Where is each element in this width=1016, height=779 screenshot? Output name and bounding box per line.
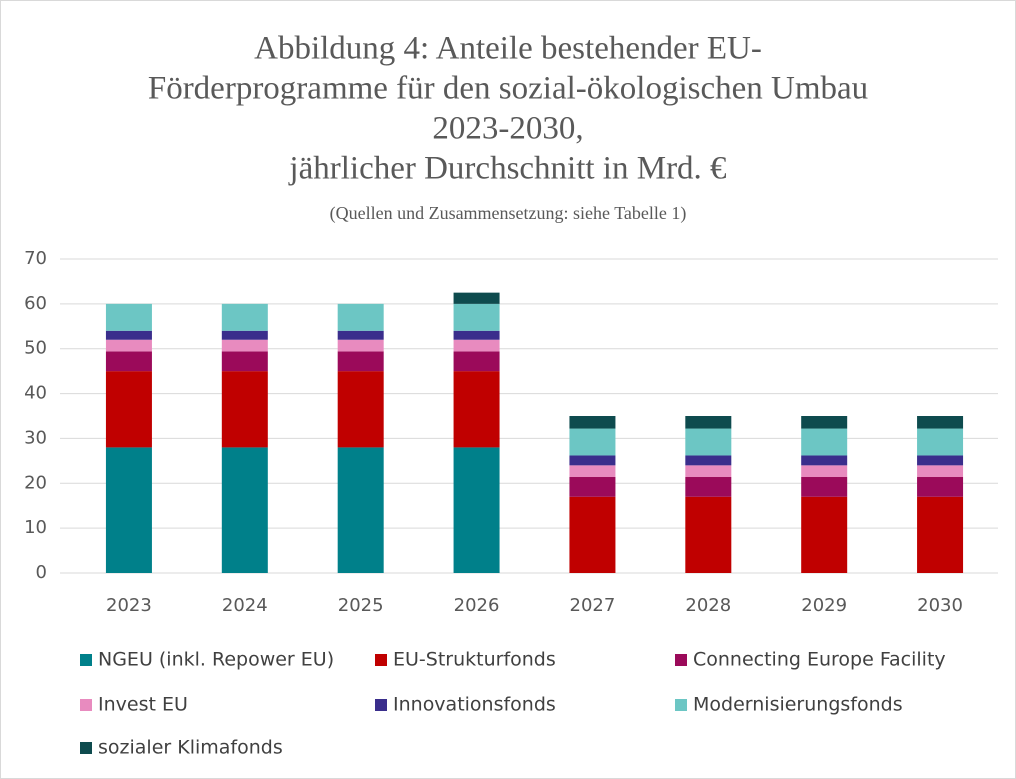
bar-segment (917, 455, 964, 466)
bar-segment (337, 351, 384, 372)
y-tick-label: 60 (24, 293, 47, 314)
bar-segment (337, 371, 384, 448)
bar-segment (685, 496, 732, 573)
chart-title: jährlicher Durchschnitt in Mrd. € (288, 151, 726, 187)
bar-segment (105, 447, 152, 573)
bar-segment (337, 339, 384, 352)
bar-segment (453, 339, 500, 352)
legend-swatch (675, 699, 687, 711)
bar-segment (917, 477, 964, 497)
x-tick-label: 2025 (338, 595, 384, 616)
x-tick-label: 2026 (454, 595, 500, 616)
y-tick-label: 30 (24, 427, 47, 448)
x-tick-label: 2029 (801, 595, 847, 616)
bar-segment (917, 465, 964, 478)
bar-segment (801, 455, 848, 466)
legend-swatch (80, 742, 92, 754)
y-tick-label: 0 (36, 562, 47, 583)
y-tick-label: 10 (24, 517, 47, 538)
bar-segment (221, 303, 268, 331)
bar-segment (917, 416, 964, 429)
chart-title: Abbildung 4: Anteile bestehender EU- (254, 31, 762, 67)
bar-segment (917, 496, 964, 573)
bar-segment (685, 416, 732, 429)
bar-segment (453, 351, 500, 372)
legend-swatch (80, 654, 92, 666)
bar-segment (453, 292, 500, 304)
bar-segment (801, 416, 848, 429)
bar-segment (569, 428, 616, 456)
x-tick-label: 2030 (917, 595, 963, 616)
bar-segment (569, 416, 616, 429)
bar-segment (801, 465, 848, 478)
legend-label: EU-Strukturfonds (393, 649, 556, 671)
bar-segment (221, 371, 268, 448)
y-tick-label: 50 (24, 338, 47, 359)
bar-segment (801, 477, 848, 497)
chart-subtitle: (Quellen und Zusammensetzung: siehe Tabe… (330, 203, 687, 224)
bar-segment (685, 455, 732, 466)
bar-segment (221, 339, 268, 352)
x-tick-label: 2024 (222, 595, 268, 616)
x-tick-label: 2028 (685, 595, 731, 616)
bar-segment (453, 371, 500, 448)
legend-swatch (375, 699, 387, 711)
bar-segment (221, 330, 268, 340)
legend-label: Innovationsfonds (393, 694, 556, 716)
x-tick-label: 2027 (570, 595, 616, 616)
chart-title: Förderprogramme für den sozial-ökologisc… (148, 71, 868, 107)
bar-segment (337, 303, 384, 331)
bar-segment (221, 447, 268, 573)
legend-label: Connecting Europe Facility (693, 649, 946, 671)
bar-segment (453, 447, 500, 573)
legend-label: NGEU (inkl. Repower EU) (98, 649, 334, 671)
bar-segment (337, 447, 384, 573)
legend-swatch (80, 699, 92, 711)
y-tick-label: 20 (24, 472, 47, 493)
legend-swatch (375, 654, 387, 666)
bar-segment (917, 428, 964, 456)
y-tick-label: 40 (24, 383, 47, 404)
x-tick-label: 2023 (106, 595, 152, 616)
bar-segment (569, 496, 616, 573)
bar-segment (569, 465, 616, 478)
legend-swatch (675, 654, 687, 666)
bar-segment (569, 455, 616, 466)
bar-segment (221, 351, 268, 372)
bar-segment (685, 477, 732, 497)
bar-segment (105, 351, 152, 372)
bar-segment (105, 330, 152, 340)
bar-segment (105, 371, 152, 448)
bar-segment (801, 428, 848, 456)
bar-segment (801, 496, 848, 573)
bar-segment (569, 477, 616, 497)
bar-segment (337, 330, 384, 340)
legend-label: sozialer Klimafonds (98, 737, 283, 759)
bar-segment (105, 303, 152, 331)
chart-title: 2023-2030, (432, 111, 583, 147)
legend-label: Modernisierungsfonds (693, 694, 903, 716)
bar-segment (685, 428, 732, 456)
bar-segment (685, 465, 732, 478)
bar-segment (105, 339, 152, 352)
bar-segment (453, 330, 500, 340)
legend-label: Invest EU (98, 694, 188, 716)
bar-segment (453, 303, 500, 331)
y-tick-label: 70 (24, 248, 47, 269)
